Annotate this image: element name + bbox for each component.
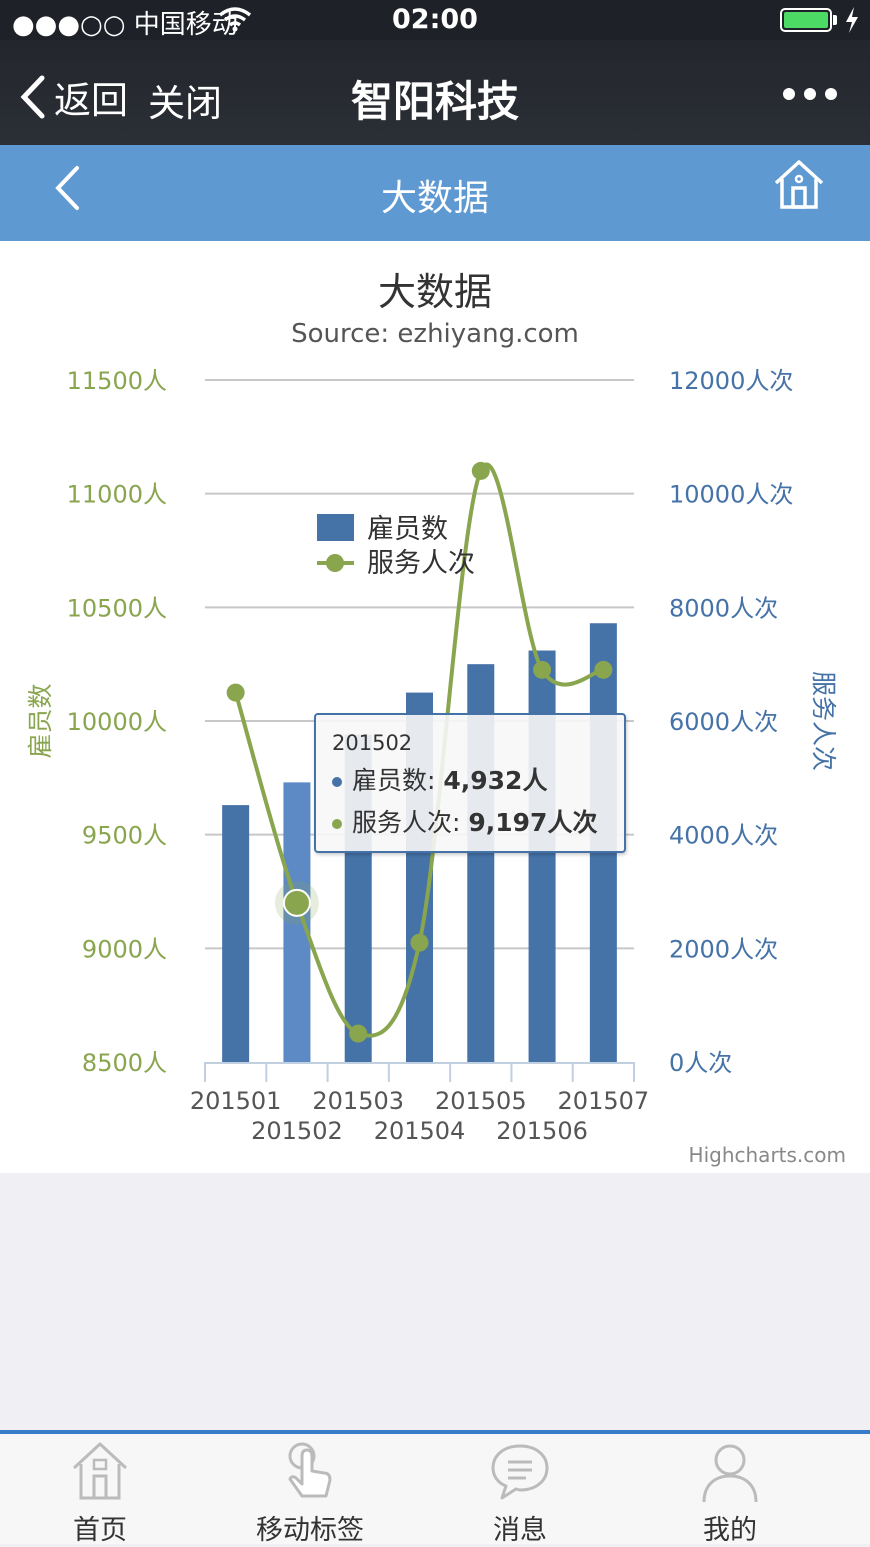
right-axis-title: 服务人次 [809, 671, 838, 771]
legend-label: 服务人次 [367, 548, 475, 579]
more-button[interactable] [783, 88, 837, 100]
tab-home[interactable]: 首页 [0, 1440, 200, 1547]
data-point [410, 933, 429, 952]
more-dot-icon [783, 88, 795, 100]
data-point [471, 461, 490, 480]
bar [283, 782, 311, 1062]
carrier-signal: ●●●○○ 中国移动 [12, 10, 238, 40]
left-axis-tick-label: 11000人 [67, 481, 167, 509]
left-axis-tick-label: 10000人 [67, 708, 167, 736]
series-dot-icon [332, 777, 342, 787]
wechat-nav-bar: 返回 关闭 智阳科技 [0, 40, 870, 145]
back-button[interactable]: 返回 [18, 70, 128, 124]
left-axis-title: 雇员数 [26, 683, 55, 758]
touch-icon [288, 1442, 332, 1498]
data-point [533, 660, 552, 679]
more-dot-icon [825, 88, 837, 100]
series-dot-icon [332, 819, 342, 829]
tab-label: 首页 [73, 1515, 127, 1546]
legend-line-marker [326, 554, 344, 572]
battery-tip [833, 15, 837, 25]
tab-label: 移动标签 [256, 1515, 364, 1546]
x-axis-tick-label: 201504 [374, 1117, 466, 1145]
right-axis-tick-label: 8000人次 [669, 594, 778, 622]
left-axis-tick-label: 8500人 [82, 1049, 167, 1077]
tooltip-label: 雇员数: [352, 766, 444, 795]
tab-label: 消息 [493, 1515, 547, 1546]
wifi-icon [218, 7, 252, 32]
x-axis-tick-label: 201502 [251, 1117, 343, 1145]
chart-credit-link[interactable]: Highcharts.com [688, 1143, 846, 1167]
combo-chart: 8500人 9000人 9500人 10000人 10500人 11000人 11500人 0… [26, 367, 838, 1145]
back-label: 返回 [54, 79, 128, 122]
tooltip-category: 201502 [332, 731, 413, 755]
tab-profile[interactable]: 我的 [630, 1440, 830, 1547]
tooltip-value: 4,932人 [443, 766, 548, 795]
right-axis-tick-label: 2000人次 [669, 935, 778, 963]
right-axis-tick-label: 12000人次 [669, 367, 793, 395]
chart-title: 大数据 [377, 270, 492, 314]
x-axis-tick-label: 201503 [312, 1087, 404, 1115]
legend-bar-swatch [317, 514, 354, 541]
message-icon [491, 1444, 549, 1500]
user-icon [702, 1444, 758, 1503]
x-axis-tick-label: 201506 [496, 1117, 588, 1145]
legend-label: 雇员数 [367, 514, 448, 545]
tab-label: 我的 [703, 1515, 757, 1546]
data-point [594, 660, 613, 679]
battery-icon [780, 8, 832, 32]
data-point [226, 683, 245, 702]
left-axis-tick-label: 10500人 [67, 594, 167, 622]
chevron-left-icon [20, 75, 45, 119]
tooltip-row-employees: 雇员数: 4,932人 [332, 761, 608, 797]
left-axis-tick-label: 11500人 [67, 367, 167, 395]
tooltip-value: 9,197人次 [468, 808, 598, 837]
x-axis-tick-label: 201501 [190, 1087, 282, 1115]
page-title: 智阳科技 [350, 77, 519, 126]
right-axis-tick-label: 6000人次 [669, 708, 778, 736]
chart-container: 大数据 Source: ezhiyang.com 8500人 9000人 9500人… [0, 241, 870, 1173]
back-arrow-icon[interactable] [50, 163, 84, 213]
bottom-tab-bar: 首页 移动标签 消息 我的 [0, 1430, 870, 1547]
more-dot-icon [804, 88, 816, 100]
data-point [349, 1024, 368, 1043]
tooltip-row-services: 服务人次: 9,197人次 [332, 803, 608, 839]
chart-subtitle: Source: ezhiyang.com [291, 319, 579, 349]
x-axis-tick-label: 201505 [435, 1087, 527, 1115]
chart-tooltip: 201502 雇员数: 4,932人 服务人次: 9,197人次 [314, 713, 626, 853]
home-icon [72, 1442, 128, 1500]
home-icon[interactable] [772, 159, 826, 211]
sub-header: 大数据 [0, 145, 870, 241]
charging-icon [846, 7, 858, 33]
tab-mobile-tag[interactable]: 移动标签 [210, 1440, 410, 1547]
status-bar: ●●●○○ 中国移动 02:00 [0, 0, 870, 40]
clock: 02:00 [392, 4, 478, 35]
left-axis-tick-label: 9500人 [82, 822, 167, 850]
left-axis-tick-label: 9000人 [82, 935, 167, 963]
bar [222, 805, 250, 1062]
right-axis-tick-label: 10000人次 [669, 481, 793, 509]
tab-messages[interactable]: 消息 [420, 1440, 620, 1547]
right-axis-tick-label: 4000人次 [669, 822, 778, 850]
tooltip-label: 服务人次: [352, 808, 469, 837]
data-point [282, 888, 311, 917]
x-axis-tick-label: 201507 [558, 1087, 650, 1115]
section-title: 大数据 [380, 178, 489, 219]
close-button[interactable]: 关闭 [148, 82, 222, 125]
right-axis-tick-label: 0人次 [669, 1049, 732, 1077]
